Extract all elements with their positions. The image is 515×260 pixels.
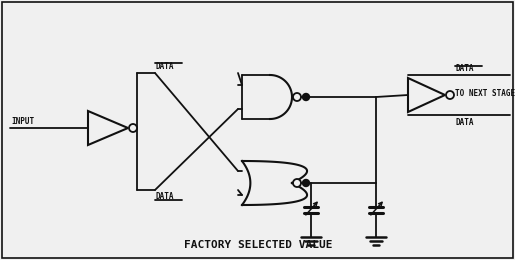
Text: DATA: DATA xyxy=(155,192,174,201)
Circle shape xyxy=(302,179,310,186)
Text: DATA: DATA xyxy=(455,64,473,73)
Text: TO NEXT STAGE: TO NEXT STAGE xyxy=(455,89,515,99)
Circle shape xyxy=(129,124,137,132)
Text: DATA: DATA xyxy=(155,62,174,71)
Circle shape xyxy=(302,94,310,101)
Text: DATA: DATA xyxy=(455,118,473,127)
Circle shape xyxy=(293,93,301,101)
Text: INPUT: INPUT xyxy=(11,117,34,126)
Text: FACTORY SELECTED VALUE: FACTORY SELECTED VALUE xyxy=(184,240,332,250)
Circle shape xyxy=(293,179,301,187)
Circle shape xyxy=(446,91,454,99)
